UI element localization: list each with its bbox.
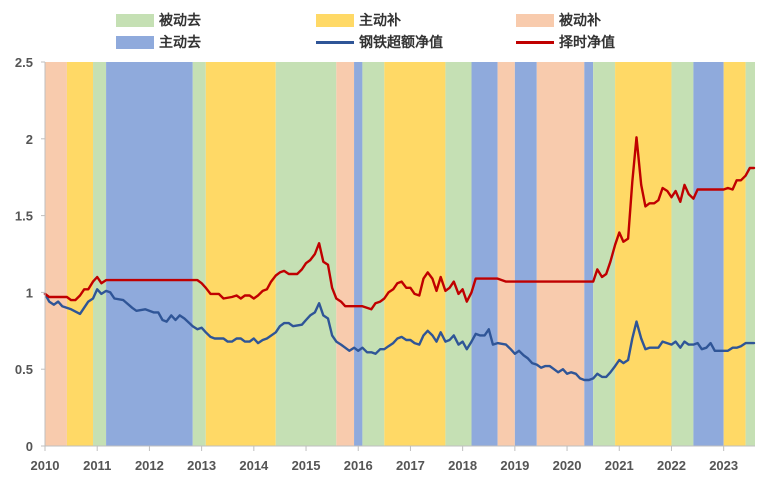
x-tick-label: 2022 bbox=[657, 458, 686, 473]
legend-label-timing-nav: 择时净值 bbox=[559, 35, 615, 51]
regime-band-zhu-dong-qu bbox=[471, 62, 498, 446]
regime-band-bei-dong-qu bbox=[745, 62, 755, 446]
regime-band-bei-dong-qu bbox=[362, 62, 385, 446]
legend-item-timing-nav: 择时净值 bbox=[516, 32, 615, 52]
legend: 被动去 主动补 被动补 主动去 钢铁超额净值 择时净值 bbox=[0, 10, 765, 54]
regime-band-bei-dong-bu bbox=[497, 62, 515, 446]
legend-swatch-zhu-dong-bu bbox=[316, 13, 354, 27]
regime-bands bbox=[45, 62, 755, 446]
legend-label-steel-excess-nav: 钢铁超额净值 bbox=[359, 35, 443, 51]
regime-band-zhu-dong-bu bbox=[384, 62, 446, 446]
y-tick-label: 1 bbox=[26, 285, 33, 300]
regime-band-zhu-dong-bu bbox=[66, 62, 94, 446]
y-tick-label: 0.5 bbox=[15, 362, 33, 377]
regime-band-zhu-dong-qu bbox=[354, 62, 363, 446]
regime-band-zhu-dong-qu bbox=[693, 62, 724, 446]
legend-item-bei-dong-qu: 被动去 bbox=[116, 10, 201, 30]
series-line-steel-excess-nav bbox=[43, 288, 756, 382]
regime-band-zhu-dong-bu bbox=[723, 62, 746, 446]
regime-band-zhu-dong-bu bbox=[615, 62, 672, 446]
y-tick-label: 0 bbox=[26, 439, 33, 454]
legend-label-zhu-dong-bu: 主动补 bbox=[359, 13, 401, 29]
legend-item-zhu-dong-bu: 主动补 bbox=[316, 10, 401, 30]
regime-band-bei-dong-qu bbox=[192, 62, 206, 446]
x-tick-label: 2020 bbox=[553, 458, 582, 473]
legend-label-bei-dong-bu: 被动补 bbox=[559, 13, 601, 29]
legend-item-steel-excess-nav: 钢铁超额净值 bbox=[316, 32, 443, 52]
x-tick-label: 2017 bbox=[396, 458, 425, 473]
x-tick-label: 2018 bbox=[448, 458, 477, 473]
regime-band-zhu-dong-qu bbox=[584, 62, 594, 446]
regime-band-bei-dong-bu bbox=[45, 62, 67, 446]
regime-band-bei-dong-bu bbox=[536, 62, 585, 446]
y-tick-label: 1.5 bbox=[15, 209, 33, 224]
x-tick-label: 2015 bbox=[292, 458, 321, 473]
regime-band-bei-dong-qu bbox=[671, 62, 694, 446]
axes: 0 0.5 1 1.5 2 2.5 2010 2011 2012 2013 2014 2015 2016… bbox=[15, 55, 755, 473]
y-tick-label: 2 bbox=[26, 132, 33, 147]
legend-swatch-zhu-dong-qu bbox=[116, 35, 154, 49]
regime-band-zhu-dong-bu bbox=[205, 62, 276, 446]
legend-item-bei-dong-bu: 被动补 bbox=[516, 10, 601, 30]
y-tick-label: 2.5 bbox=[15, 55, 33, 70]
regime-band-zhu-dong-qu bbox=[514, 62, 537, 446]
regime-band-bei-dong-qu bbox=[445, 62, 472, 446]
series-lines bbox=[43, 136, 756, 382]
regime-band-bei-dong-qu bbox=[93, 62, 107, 446]
regime-band-bei-dong-qu bbox=[275, 62, 337, 446]
legend-label-bei-dong-qu: 被动去 bbox=[159, 13, 201, 29]
x-tick-label: 2014 bbox=[239, 458, 269, 473]
x-tick-label: 2013 bbox=[187, 458, 216, 473]
legend-line-timing-nav bbox=[516, 40, 554, 44]
legend-swatch-bei-dong-qu bbox=[116, 13, 154, 27]
x-tick-label: 2023 bbox=[709, 458, 738, 473]
legend-swatch-bei-dong-bu bbox=[516, 13, 554, 27]
x-tick-label: 2019 bbox=[500, 458, 529, 473]
legend-line-steel-excess-nav bbox=[316, 40, 354, 44]
legend-item-zhu-dong-qu: 主动去 bbox=[116, 32, 201, 52]
regime-band-zhu-dong-qu bbox=[106, 62, 193, 446]
x-tick-label: 2011 bbox=[83, 458, 111, 473]
x-tick-label: 2021 bbox=[605, 458, 634, 473]
legend-label-zhu-dong-qu: 主动去 bbox=[159, 35, 201, 51]
x-tick-label: 2016 bbox=[344, 458, 373, 473]
x-tick-label: 2010 bbox=[31, 458, 60, 473]
regime-band-bei-dong-bu bbox=[336, 62, 355, 446]
series-line-timing-nav bbox=[43, 136, 756, 311]
regime-band-bei-dong-qu bbox=[593, 62, 616, 446]
x-tick-label: 2012 bbox=[135, 458, 164, 473]
